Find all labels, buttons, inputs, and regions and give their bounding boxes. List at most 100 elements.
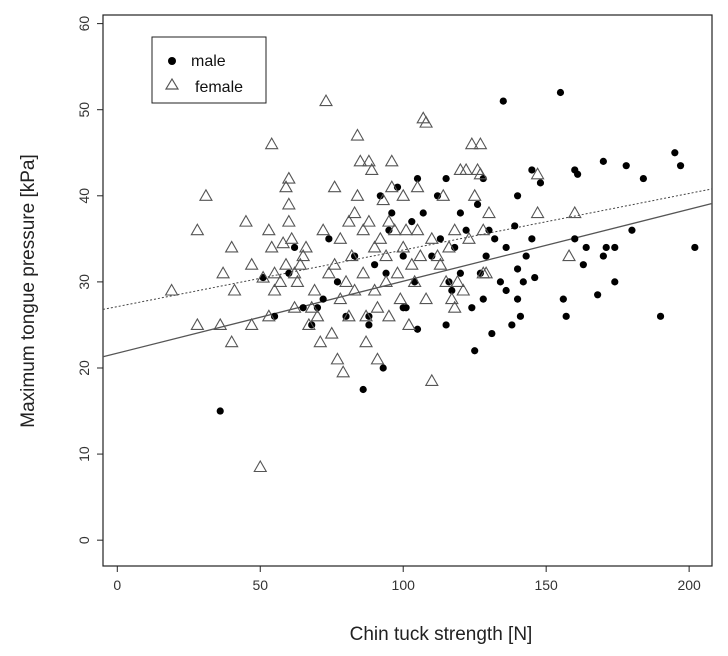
male-point-46	[479, 295, 487, 303]
y-tick-label-4: 40	[76, 188, 92, 204]
male-point-17	[376, 192, 384, 200]
female-point-41	[321, 266, 336, 279]
female-point-8	[227, 283, 242, 296]
fit-line-male	[102, 202, 713, 358]
male-point-4	[290, 243, 299, 252]
male-point-57	[511, 222, 519, 230]
legend-female-label: female	[195, 79, 243, 96]
male-point-0	[216, 407, 224, 415]
female-point-81	[396, 188, 411, 201]
y-tick-label-5: 50	[76, 102, 92, 118]
male-point-19	[382, 269, 390, 277]
female-point-102	[450, 274, 465, 287]
male-point-10	[333, 278, 342, 286]
female-point-14	[261, 223, 276, 236]
male-point-67	[536, 179, 545, 187]
female-point-37	[310, 309, 325, 322]
female-point-31	[293, 257, 308, 270]
male-point-30	[419, 209, 427, 217]
x-tick-label-0: 0	[113, 577, 121, 593]
male-point-5	[299, 304, 307, 312]
legend: male female	[151, 36, 267, 104]
female-point-22	[279, 257, 293, 270]
male-point-48	[482, 252, 490, 260]
x-tick-label-1: 50	[252, 577, 268, 593]
female-point-4	[213, 317, 228, 330]
female-point-97	[439, 274, 454, 287]
female-point-105	[459, 162, 474, 176]
y-tick-label-3: 30	[76, 274, 92, 290]
female-point-47	[333, 292, 348, 305]
male-point-41	[462, 226, 470, 234]
female-point-106	[462, 231, 476, 244]
male-point-9	[325, 235, 333, 243]
male-point-81	[611, 243, 619, 252]
y-tick-label-0: 0	[76, 536, 92, 544]
female-point-83	[401, 317, 416, 330]
male-point-29	[413, 325, 422, 333]
female-point-111	[473, 137, 488, 150]
male-point-85	[656, 312, 665, 320]
female-point-0	[164, 283, 179, 296]
male-point-75	[582, 243, 590, 252]
female-point-79	[393, 292, 408, 305]
female-point-52	[344, 248, 359, 262]
male-point-73	[574, 170, 582, 178]
male-point-70	[562, 312, 570, 320]
female-point-34	[301, 317, 316, 330]
female-point-61	[359, 335, 373, 348]
male-point-87	[676, 162, 685, 170]
male-point-84	[639, 174, 647, 183]
female-point-66	[367, 283, 382, 296]
female-point-104	[456, 283, 471, 296]
legend-female-marker	[164, 77, 180, 90]
female-point-58	[356, 223, 371, 236]
x-tick-label-3: 150	[534, 577, 558, 593]
female-point-90	[419, 115, 434, 128]
female-point-9	[239, 214, 253, 227]
male-point-34	[442, 174, 450, 183]
female-point-117	[530, 167, 545, 180]
male-point-53	[499, 97, 507, 105]
male-point-13	[359, 385, 367, 394]
female-point-99	[444, 292, 459, 305]
female-point-5	[216, 266, 231, 279]
female-point-51	[341, 309, 356, 322]
female-point-100	[447, 300, 462, 313]
male-point-18	[379, 364, 387, 372]
female-point-16	[264, 137, 279, 150]
female-point-92	[424, 373, 439, 386]
male-point-72	[571, 235, 579, 243]
male-point-74	[579, 261, 587, 269]
female-point-71	[379, 248, 394, 262]
male-point-62	[519, 278, 527, 286]
female-point-35	[304, 300, 319, 313]
female-point-18	[267, 266, 282, 279]
female-point-36	[307, 283, 322, 296]
female-point-101	[447, 223, 462, 236]
female-point-75	[384, 154, 399, 167]
female-point-69	[373, 231, 388, 244]
x-axis-title: Chin tuck strength [N]	[350, 624, 533, 645]
male-point-25	[402, 304, 410, 312]
female-point-59	[356, 266, 371, 279]
male-point-43	[471, 347, 479, 355]
male-point-42	[468, 304, 476, 312]
female-point-107	[464, 137, 479, 150]
data-points	[164, 88, 699, 473]
male-point-88	[691, 243, 699, 252]
female-point-78	[390, 266, 405, 279]
legend-male-marker	[168, 57, 176, 65]
female-point-3	[198, 188, 213, 201]
male-point-56	[508, 321, 516, 329]
female-point-73	[381, 214, 396, 227]
female-point-114	[479, 266, 494, 279]
female-point-76	[384, 180, 399, 193]
male-point-61	[516, 312, 525, 320]
female-point-30	[290, 274, 305, 287]
female-point-60	[359, 309, 373, 322]
male-point-35	[442, 321, 450, 329]
y-tick-label-1: 10	[76, 446, 92, 462]
female-point-62	[361, 154, 376, 167]
